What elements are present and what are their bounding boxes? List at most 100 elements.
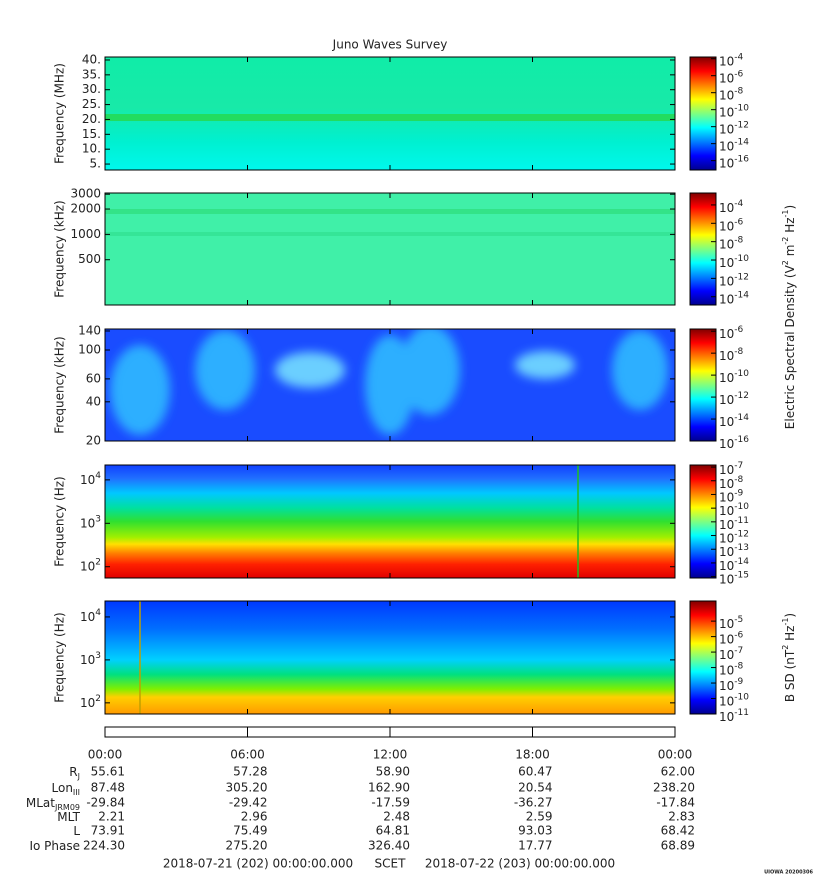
ephemeris-value: -17.84 [656,796,695,810]
text-part: -14 [734,290,749,300]
y-axis-label: Frequency (kHz) [53,336,67,433]
text-part: 10 [719,648,734,662]
colorbar-tick-label: 10-4 [719,198,744,214]
text-part: MLat [26,796,55,810]
spectrogram [105,57,675,714]
colorbar [689,600,717,715]
y-tick-label: 20. [82,112,101,126]
text-part: -7 [734,646,743,656]
text-part: -8 [734,347,743,357]
text-part: 10 [719,490,734,504]
text-part: ) [783,205,797,210]
colorbar [689,192,717,306]
ephemeris-value: -36.27 [514,796,553,810]
y-tick-label: 15. [82,127,101,141]
ephemeris-value: -29.84 [86,796,125,810]
ephemeris-label: LonIII [52,781,81,798]
text-part: -13 [734,543,749,553]
colorbar-tick-label: 10-12 [719,529,749,545]
text-part: 10 [719,349,734,363]
text-part: ) [783,613,797,618]
text-part: 10 [719,679,734,693]
text-part: -10 [734,502,749,512]
colorbar-title: B SD (nT2 Hz-1) [781,613,797,702]
ephemeris-value: 60.47 [518,765,552,779]
stamp: UIOWA 20200306 [764,870,813,876]
y-tick-label: 100 [78,343,101,357]
colorbar-tick-label: 10-6 [719,217,744,233]
ephemeris-value: 75.49 [233,824,267,838]
text-part: 10 [80,609,95,623]
text-part: B SD (nT [783,649,797,702]
y-tick-label: 1000 [70,227,101,241]
title: Juno Waves Survey [332,38,448,52]
text-part: -14 [734,413,749,423]
text-part: 10 [719,463,734,477]
colorbar-tick-label: 10-8 [719,235,744,251]
y-tick-label: 102 [80,557,101,573]
text-part: -12 [734,391,749,401]
y-tick-label: 2000 [70,202,101,216]
colorbar-tick-label: 10-12 [719,391,749,407]
text-part: 10 [80,516,95,530]
ephemeris-value: 57.28 [233,765,267,779]
text-part: -16 [734,154,749,164]
text-part: Electric Spectral Density (V [783,264,797,429]
ephemeris-value: 2.48 [383,810,410,824]
text-part: 10 [719,219,734,233]
ephemeris-label: MLT [57,810,80,824]
text-part: -10 [734,254,749,264]
text-part: -8 [734,235,743,245]
colorbar-tick-label: 10-10 [719,369,749,385]
text-part: Lon [52,781,73,795]
y-axis-label: Frequency (Hz) [53,476,67,567]
ephemeris-value: 20.54 [518,781,552,795]
text-part: 10 [80,559,95,573]
ephemeris-value: 2.83 [668,810,695,824]
colorbar-tick-label: 10-6 [719,325,744,341]
text-part: -15 [734,570,749,580]
y-tick-label: 500 [78,252,101,266]
text-part: -8 [734,474,743,484]
text-part: 10 [719,617,734,631]
y-tick-label: 102 [80,693,101,709]
y-tick-label: 104 [80,607,101,623]
x-tick-label: 00:00 [88,748,123,762]
text-part: -12 [734,272,749,282]
text-part: -1 [781,618,790,626]
text-part: 4 [95,607,101,617]
x-tick-label: 00:00 [658,748,693,762]
colorbar-tick-label: 10-14 [719,137,749,153]
text-part: -7 [734,461,743,471]
text-part: 10 [719,710,734,724]
text-part: -14 [734,137,749,147]
text-part: 10 [719,139,734,153]
text-part: JRM09 [54,803,80,812]
text-part: 2 [781,260,790,265]
text-part: 3 [95,650,101,660]
y-tick-label: 103 [80,650,101,666]
scet-end: 2018-07-22 (203) 00:00:00.000 [425,857,615,871]
ephemeris-value: 2.96 [241,810,268,824]
text-part: -2 [781,237,790,245]
text-part: 4 [95,470,101,480]
text-part: m [783,245,797,261]
text-part: -10 [734,103,749,113]
colorbar-tick-label: 10-11 [719,708,749,724]
ephemeris-value: 68.89 [661,839,695,853]
colorbar-tick-label: 10-10 [719,103,749,119]
text-part: 10 [719,327,734,341]
colorbar-tick-label: 10-11 [719,515,749,531]
text-part: 10 [719,545,734,559]
text-part: -8 [734,661,743,671]
text-part: -5 [734,615,743,625]
ephemeris-value: 62.00 [661,765,695,779]
y-tick-label: 35. [82,67,101,81]
text-part: Hz [783,217,797,236]
text-part: 10 [719,371,734,385]
colorbar-tick-label: 10-8 [719,347,744,363]
text-part: -11 [734,515,749,525]
text-part: 10 [719,476,734,490]
ephemeris-value: -17.59 [371,796,410,810]
